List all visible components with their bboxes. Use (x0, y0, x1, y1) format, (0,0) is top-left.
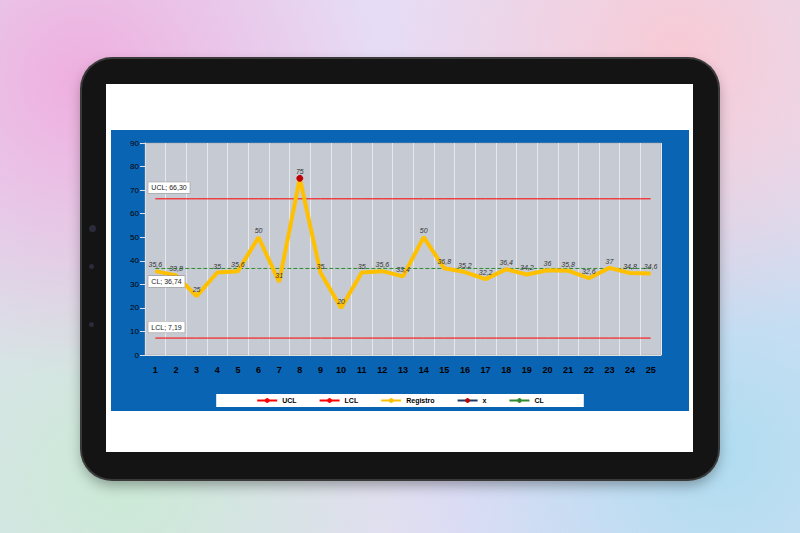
svg-text:35,6: 35,6 (376, 261, 390, 268)
svg-text:35,8: 35,8 (561, 261, 575, 268)
svg-text:36,4: 36,4 (499, 259, 513, 266)
svg-text:80: 80 (130, 162, 139, 171)
svg-text:3: 3 (194, 365, 199, 375)
svg-text:60: 60 (130, 209, 139, 218)
svg-text:33,8: 33,8 (169, 265, 183, 272)
svg-text:20: 20 (130, 303, 139, 312)
svg-text:0: 0 (135, 351, 140, 360)
svg-text:13: 13 (398, 365, 408, 375)
svg-text:32,2: 32,2 (479, 269, 493, 276)
svg-text:35: 35 (358, 263, 366, 270)
svg-text:21: 21 (563, 365, 573, 375)
svg-text:10: 10 (336, 365, 346, 375)
svg-text:36: 36 (544, 260, 552, 267)
svg-text:10: 10 (130, 327, 139, 336)
svg-text:40: 40 (130, 256, 139, 265)
svg-text:24: 24 (625, 365, 635, 375)
svg-text:70: 70 (130, 186, 139, 195)
svg-text:5: 5 (235, 365, 240, 375)
svg-text:9: 9 (318, 365, 323, 375)
svg-text:20: 20 (336, 298, 345, 305)
svg-text:1: 1 (153, 365, 158, 375)
svg-text:32,6: 32,6 (582, 268, 596, 275)
svg-text:25: 25 (646, 365, 656, 375)
svg-text:22: 22 (584, 365, 594, 375)
svg-text:90: 90 (130, 139, 139, 148)
svg-text:50: 50 (130, 233, 139, 242)
svg-text:36,8: 36,8 (437, 258, 451, 265)
svg-text:UCL: UCL (282, 397, 297, 404)
svg-text:LCL: LCL (345, 397, 359, 404)
svg-text:17: 17 (481, 365, 491, 375)
svg-text:19: 19 (522, 365, 532, 375)
svg-text:14: 14 (419, 365, 429, 375)
svg-text:20: 20 (542, 365, 552, 375)
svg-text:34,6: 34,6 (644, 263, 658, 270)
svg-text:35: 35 (317, 263, 325, 270)
svg-text:18: 18 (501, 365, 511, 375)
svg-text:35,6: 35,6 (149, 261, 163, 268)
svg-text:35: 35 (213, 263, 221, 270)
svg-text:11: 11 (357, 365, 367, 375)
svg-text:30: 30 (130, 280, 139, 289)
svg-text:6: 6 (256, 365, 261, 375)
svg-text:35,2: 35,2 (458, 262, 472, 269)
svg-text:25: 25 (192, 286, 201, 293)
svg-text:Registro: Registro (406, 397, 434, 405)
svg-text:75: 75 (296, 168, 304, 175)
svg-text:37: 37 (606, 258, 615, 265)
svg-text:16: 16 (460, 365, 470, 375)
svg-text:35,6: 35,6 (231, 261, 245, 268)
svg-text:2: 2 (173, 365, 178, 375)
svg-text:34,2: 34,2 (520, 264, 534, 271)
svg-text:8: 8 (297, 365, 302, 375)
svg-text:50: 50 (420, 227, 428, 234)
svg-text:4: 4 (215, 365, 220, 375)
svg-text:CL; 36,74: CL; 36,74 (151, 278, 181, 285)
svg-text:7: 7 (277, 365, 282, 375)
svg-text:CL: CL (534, 397, 544, 404)
svg-text:12: 12 (377, 365, 387, 375)
svg-text:50: 50 (255, 227, 263, 234)
svg-text:LCL; 7,19: LCL; 7,19 (151, 324, 181, 331)
svg-text:34,8: 34,8 (623, 263, 637, 270)
svg-text:15: 15 (439, 365, 449, 375)
svg-text:23: 23 (604, 365, 614, 375)
svg-text:33,4: 33,4 (396, 266, 410, 273)
svg-text:31: 31 (275, 272, 283, 279)
svg-text:x: x (483, 397, 487, 404)
svg-text:UCL; 66,30: UCL; 66,30 (151, 184, 187, 191)
